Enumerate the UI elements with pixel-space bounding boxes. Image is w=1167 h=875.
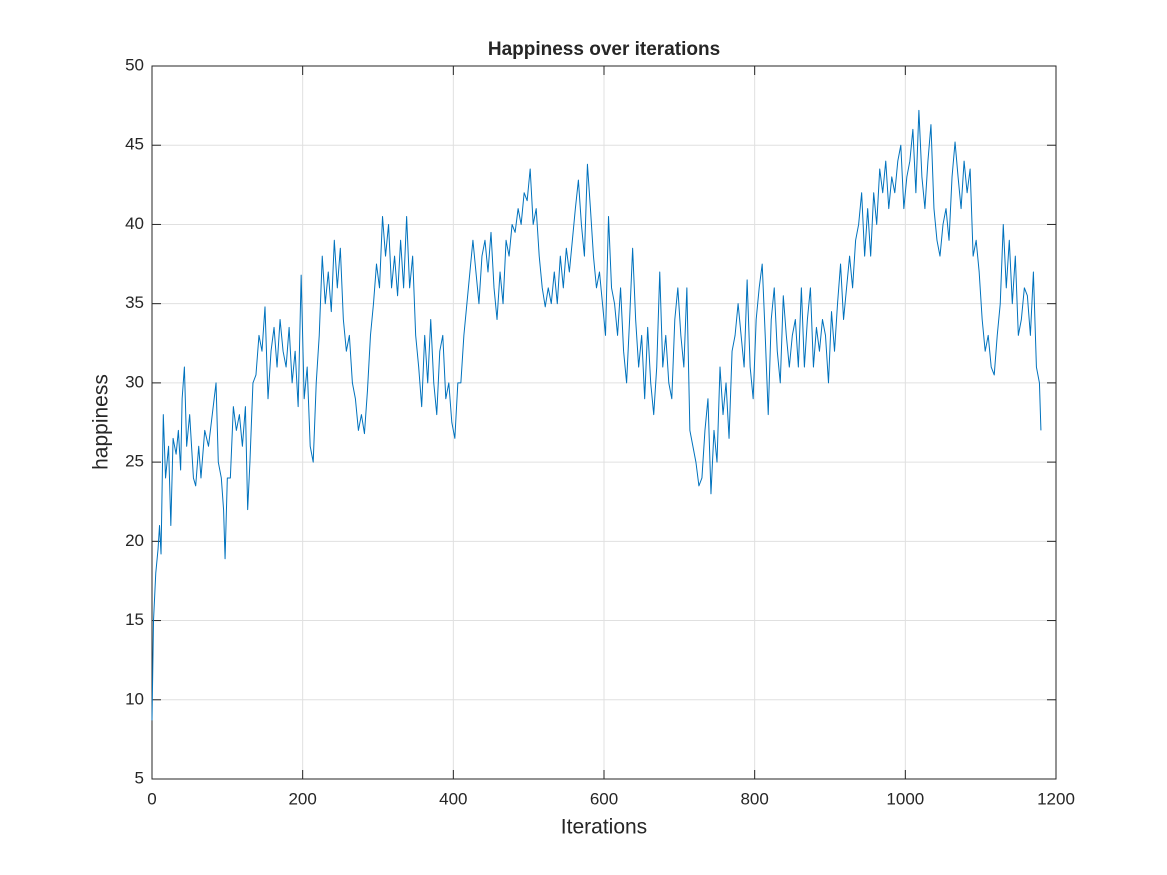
y-axis-label: happiness bbox=[90, 374, 113, 470]
y-tick-label: 30 bbox=[125, 372, 144, 391]
data-line bbox=[151, 109, 1042, 721]
axes-box bbox=[151, 65, 1057, 780]
y-tick-label: 10 bbox=[125, 689, 144, 708]
x-tick-label: 1200 bbox=[1037, 789, 1075, 808]
x-tick-label: 400 bbox=[439, 789, 467, 808]
chart-title: Happiness over iterations bbox=[488, 39, 720, 60]
y-tick-label: 40 bbox=[125, 214, 144, 233]
x-tick-label: 200 bbox=[288, 789, 316, 808]
x-tick-label: 1000 bbox=[886, 789, 924, 808]
y-tick-label: 15 bbox=[125, 610, 144, 629]
x-tick-label: 800 bbox=[740, 789, 768, 808]
x-tick-label: 0 bbox=[147, 789, 156, 808]
y-tick-label: 50 bbox=[125, 55, 144, 74]
y-tick-label: 35 bbox=[125, 293, 144, 312]
y-tick-label: 20 bbox=[125, 531, 144, 550]
x-axis-label: Iterations bbox=[561, 816, 647, 839]
y-tick-label: 25 bbox=[125, 452, 144, 471]
y-tick-label: 45 bbox=[125, 135, 144, 154]
x-tick-label: 600 bbox=[590, 789, 618, 808]
y-tick-label: 5 bbox=[135, 768, 144, 787]
